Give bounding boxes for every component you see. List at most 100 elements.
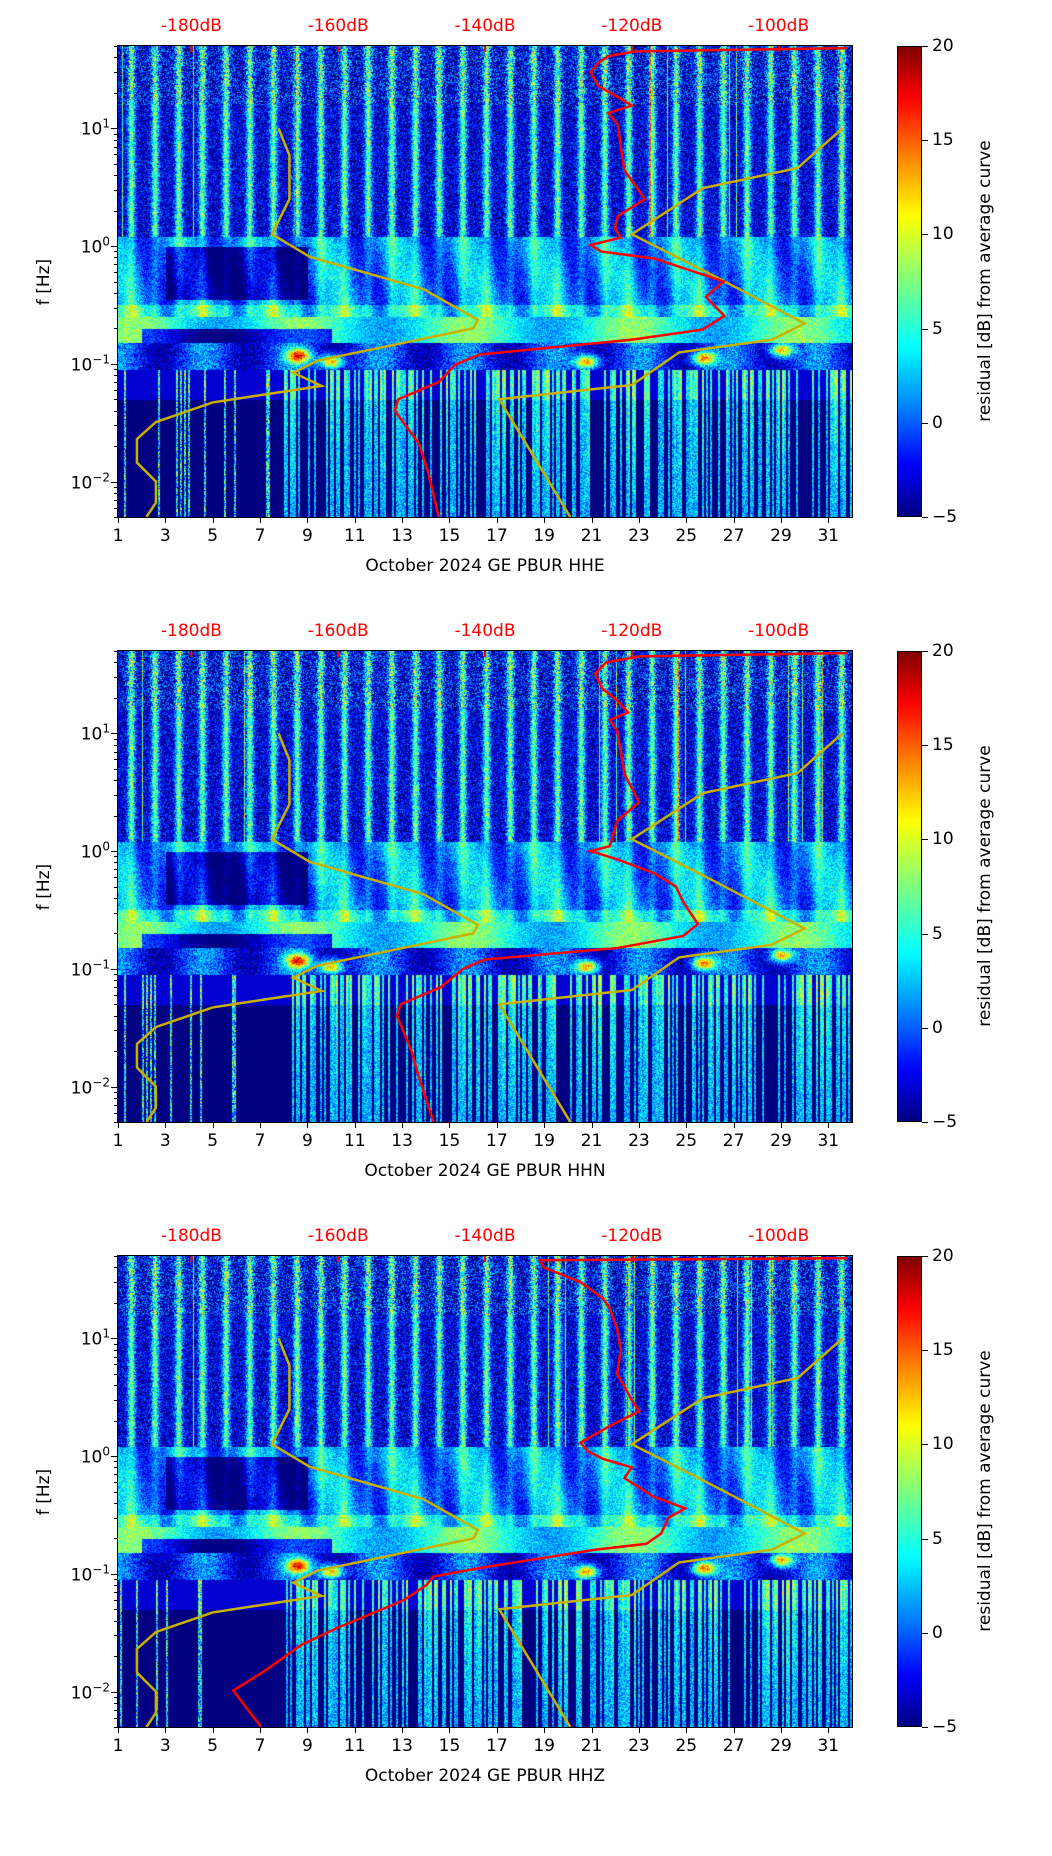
colorbar-tick-label: 0: [932, 1017, 943, 1038]
x-tick-label: 27: [722, 526, 745, 546]
y-minor-tick: [114, 507, 118, 509]
y-minor-tick: [114, 1538, 118, 1540]
y-minor-tick: [114, 410, 118, 412]
spectrogram-heatmap: [118, 1256, 852, 1727]
x-tick-label: 25: [675, 1736, 698, 1756]
y-tick-label: 100: [50, 1445, 110, 1468]
x-tick: [733, 517, 735, 523]
y-tick-exponent: −2: [92, 470, 110, 485]
y-minor-tick: [114, 57, 118, 59]
y-minor-tick: [114, 1122, 118, 1123]
y-minor-tick: [114, 399, 118, 401]
y-minor-tick: [114, 272, 118, 274]
x-tick-label: 23: [628, 1736, 650, 1756]
colorbar-tick: [922, 234, 928, 236]
x-tick-label: 21: [580, 1131, 603, 1151]
colorbar-tick-label: 20: [932, 1246, 954, 1266]
y-minor-tick: [114, 382, 118, 384]
x-tick-label: 13: [391, 1736, 413, 1756]
x-tick-label: 31: [817, 1736, 840, 1756]
colorbar-tick: [922, 651, 928, 652]
y-minor-tick: [114, 1385, 118, 1387]
y-tick-exponent: −1: [92, 957, 110, 972]
y-tick-base: 10: [80, 237, 103, 258]
top-axis-db-label: -160dB: [307, 16, 369, 36]
y-minor-tick: [114, 499, 118, 501]
y-tick-exponent: −2: [92, 1680, 110, 1695]
y-minor-tick: [114, 1592, 118, 1594]
x-tick-label: 27: [722, 1736, 745, 1756]
colorbar-label: residual [dB] from average curve: [975, 1350, 995, 1632]
x-tick: [638, 1122, 640, 1128]
y-minor-tick: [114, 744, 118, 746]
y-minor-tick: [114, 1696, 118, 1698]
x-tick: [591, 1122, 593, 1128]
colorbar-tick: [922, 1444, 928, 1446]
x-tick: [402, 517, 404, 523]
y-tick-base: 10: [70, 355, 93, 376]
low-noise-model-line: [135, 1337, 480, 1728]
colorbar: [897, 651, 922, 1122]
y-axis-label: f [Hz]: [34, 863, 54, 911]
y-major-tick: [111, 1086, 118, 1088]
y-minor-tick: [114, 759, 118, 761]
top-axis-db-label: -100dB: [748, 16, 810, 36]
y-tick-base: 10: [70, 1682, 93, 1703]
y-minor-tick: [114, 1015, 118, 1017]
x-tick-label: 3: [159, 1131, 171, 1151]
colorbar-tick-label: 5: [932, 923, 943, 944]
y-major-tick: [111, 733, 118, 735]
y-minor-tick: [114, 92, 118, 94]
y-tick-label: 10−1: [50, 1562, 110, 1585]
y-minor-tick: [114, 651, 118, 652]
y-major-tick: [111, 851, 118, 853]
y-minor-tick: [114, 446, 118, 448]
y-minor-tick: [114, 1502, 118, 1504]
x-tick: [686, 1122, 688, 1128]
x-tick: [733, 1122, 735, 1128]
x-tick-label: 23: [628, 1131, 650, 1151]
colorbar-tick-label: −5: [932, 1717, 958, 1737]
x-tick: [496, 1727, 498, 1733]
y-tick-label: 10−2: [50, 1680, 110, 1703]
x-tick-label: 19: [533, 526, 556, 546]
x-tick-label: 19: [533, 1736, 556, 1756]
top-axis-db-label: -180dB: [160, 16, 222, 36]
curves-overlay: [135, 651, 848, 1123]
top-axis-db-label: -160dB: [307, 621, 369, 641]
x-axis-label: October 2024 GE PBUR HHN: [364, 1161, 606, 1181]
x-tick-label: 31: [817, 526, 840, 546]
x-tick-label: 15: [438, 1131, 461, 1151]
colorbar: [897, 46, 922, 517]
y-minor-tick: [114, 897, 118, 899]
x-tick: [118, 517, 119, 523]
y-minor-tick: [114, 146, 118, 148]
top-axis-db-label: -120dB: [601, 1226, 663, 1246]
x-tick-label: 19: [533, 1131, 556, 1151]
x-tick: [118, 1727, 119, 1733]
y-tick-base: 10: [70, 1077, 93, 1098]
y-minor-tick: [114, 72, 118, 74]
x-tick-label: 9: [301, 1736, 313, 1756]
top-axis-db-label: -140dB: [454, 16, 516, 36]
y-tick-exponent: −2: [92, 1075, 110, 1090]
x-tick-label: 7: [254, 1131, 266, 1151]
y-minor-tick: [114, 1356, 118, 1358]
x-tick-label: 29: [770, 1131, 792, 1151]
x-tick-label: 1: [112, 1736, 124, 1756]
colorbar-tick-label: 0: [932, 412, 943, 433]
x-tick: [260, 517, 262, 523]
x-tick-label: 29: [770, 1736, 792, 1756]
y-tick-base: 10: [70, 472, 93, 493]
colorbar-tick: [922, 517, 928, 518]
x-tick: [828, 1727, 830, 1733]
y-minor-tick: [114, 738, 118, 740]
y-tick-base: 10: [70, 960, 93, 981]
spectrogram-plot-area: -180dB -160dB -140dB -120dB -100dB: [118, 16, 852, 518]
y-minor-tick: [114, 697, 118, 699]
y-minor-tick: [114, 163, 118, 165]
x-tick: [402, 1122, 404, 1128]
y-major-tick: [111, 246, 118, 248]
y-tick-base: 10: [80, 119, 103, 140]
y-minor-tick: [114, 1709, 118, 1711]
